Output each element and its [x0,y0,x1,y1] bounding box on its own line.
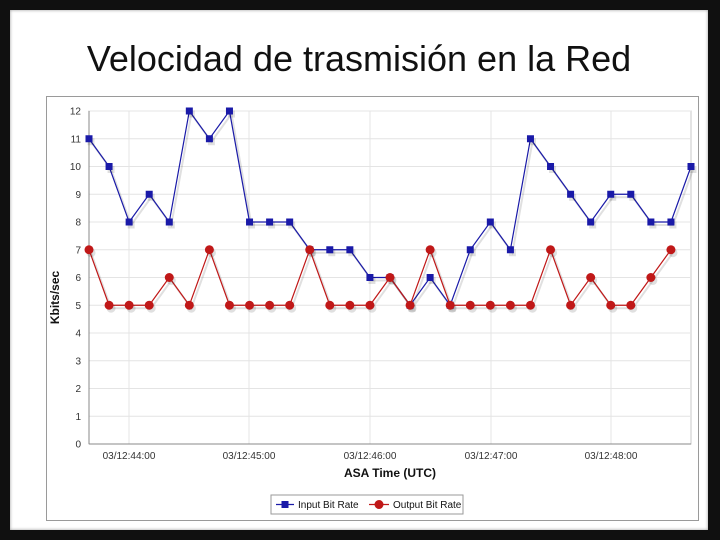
output-bit-rate-point [566,300,576,310]
slide-title: Velocidad de trasmisión en la Red [86,38,632,79]
output-bit-rate-point [425,245,435,255]
input-bit-rate-point [85,135,93,143]
output-bit-rate-point [124,300,134,310]
chart-container: 0 1 2 3 4 5 6 7 8 9 10 11 12 03/12:44:00 03/12:45:00 03… [46,96,699,521]
x-tick-label: 03/12:47:00 [465,451,518,462]
legend-output-label: Output Bit Rate [393,500,462,511]
y-tick-label: 1 [75,412,81,423]
y-tick-label: 12 [70,107,82,118]
output-bit-rate-point [586,273,596,282]
input-bit-rate-point [667,218,675,226]
output-bit-rate-point [525,300,535,310]
output-bit-rate-point [365,300,375,310]
legend-output-marker [374,500,384,509]
y-tick-label: 3 [75,356,81,367]
x-tick-label: 03/12:46:00 [344,451,397,462]
x-tick-label: 03/12:44:00 [103,451,156,462]
input-bit-rate-point [105,163,113,170]
legend-input-marker [281,501,289,508]
x-tick-label: 03/12:45:00 [223,451,276,462]
output-bit-rate-point [224,300,234,310]
input-bit-rate-point [526,135,534,143]
output-bit-rate-line [88,247,672,307]
output-bit-rate-point [666,245,676,255]
output-bit-rate-point [385,273,395,282]
input-bit-rate-point [426,274,434,281]
output-bit-rate-point [104,300,114,310]
y-tick-label: 10 [70,162,82,173]
output-bit-rate-point [245,300,255,310]
output-bit-rate-point [445,300,455,310]
output-bit-rate-point [184,300,194,310]
y-axis-label: Kbits/sec [48,270,62,324]
y-tick-label: 4 [75,329,81,340]
input-bit-rate-point [125,218,133,226]
input-bit-rate-point [145,190,153,198]
legend-box [270,494,464,515]
output-bit-rate-point [465,300,475,310]
output-bit-rate-point [626,300,636,310]
y-tick-label: 7 [75,245,81,256]
x-tick-label: 03/12:48:00 [585,451,638,462]
output-bit-rate-point [305,245,315,255]
output-bit-rate-point [546,245,556,255]
input-bit-rate-point [687,163,695,170]
input-bit-rate-point [346,246,354,254]
input-bit-rate-point [165,218,173,226]
output-bit-rate-point [405,300,415,310]
input-bit-rate-point [567,190,575,198]
input-bit-rate-point [286,218,294,226]
y-tick-label: 9 [75,190,81,201]
output-bit-rate-point [646,273,656,282]
input-bit-rate-point [205,135,213,143]
output-bit-rate-point [144,300,154,310]
input-bit-rate-point [486,218,494,226]
output-bit-rate-point [164,273,174,282]
output-bit-rate-point [204,245,214,255]
input-bit-rate-point [266,218,274,226]
input-bit-rate-point [225,107,233,115]
output-bit-rate-point [345,300,355,310]
y-tick-label: 11 [71,134,82,145]
input-bit-rate-point [587,218,595,226]
x-axis-label: ASA Time (UTC) [344,466,436,480]
input-bit-rate-point [607,190,615,198]
input-bit-rate-point [647,218,655,226]
y-tick-label: 0 [75,440,81,451]
y-tick-label: 6 [75,273,81,284]
input-bit-rate-point [547,163,555,170]
output-bit-rate-point [285,300,295,310]
output-bit-rate-point [606,300,616,310]
input-bit-rate-point [246,218,254,226]
y-tick-label: 2 [75,384,81,395]
input-bit-rate-point [466,246,474,254]
output-bit-rate-point [485,300,495,310]
input-bit-rate-point [627,190,635,198]
input-bit-rate-point [326,246,334,254]
input-bit-rate-point [366,274,374,281]
input-bit-rate-point [506,246,514,254]
output-bit-rate-point [265,300,275,310]
output-bit-rate-point [325,300,335,310]
y-tick-label: 8 [75,218,81,229]
legend-input-label: Input Bit Rate [298,500,359,511]
y-tick-label: 5 [75,301,81,312]
output-bit-rate-point [84,245,94,255]
output-bit-rate-point [505,300,515,310]
input-bit-rate-point [185,107,193,115]
